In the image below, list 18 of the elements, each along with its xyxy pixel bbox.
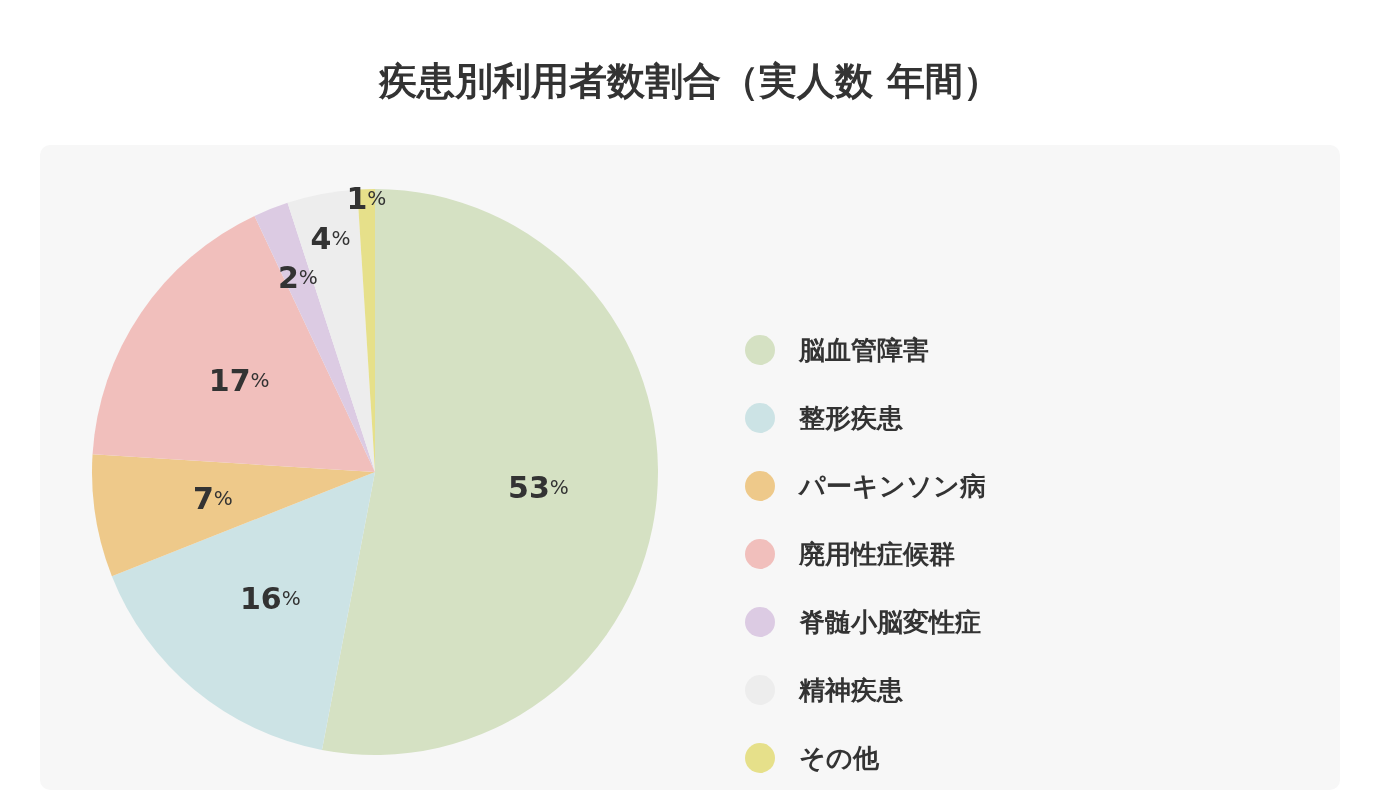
legend-label: 廃用性症候群 xyxy=(799,537,955,571)
data-label: 4% xyxy=(310,220,351,256)
pie-slice xyxy=(111,472,375,750)
data-label: 7% xyxy=(192,480,233,516)
data-label: 1% xyxy=(346,180,387,216)
legend-label: 精神疾患 xyxy=(799,673,903,707)
legend-label: パーキンソン病 xyxy=(799,469,986,503)
data-label: 2% xyxy=(277,259,318,295)
legend-label: その他 xyxy=(799,741,879,775)
legend-label: 脳血管障害 xyxy=(799,333,929,367)
legend-label: 整形疾患 xyxy=(799,401,903,435)
legend-label: 脊髄小脳変性症 xyxy=(799,605,981,639)
data-label: 17% xyxy=(208,362,270,398)
data-label: 16% xyxy=(239,580,301,616)
chart-title: 疾患別利用者数割合（実人数 年間） xyxy=(378,58,1002,105)
data-label: 53% xyxy=(508,469,569,505)
pie-slice xyxy=(92,215,375,472)
pie-slice xyxy=(92,454,375,577)
